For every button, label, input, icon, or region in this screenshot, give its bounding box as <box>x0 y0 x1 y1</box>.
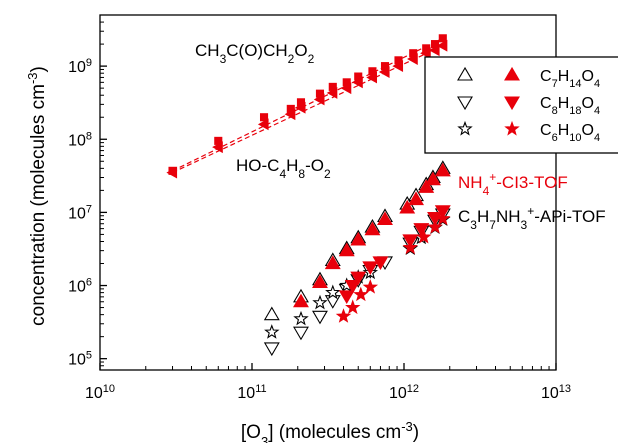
data-point-s1-7 <box>340 82 352 95</box>
x-tick-label: 1011 <box>237 383 266 402</box>
annotation-ho-c4h8-o2: HO-C4H8-O2 <box>236 156 331 181</box>
annotation-c3h7nh3-api-tof: C3H7NH3+-APi-TOF <box>458 204 606 232</box>
data-point-s1-1 <box>212 141 223 154</box>
legend-marker-filled-2 <box>504 120 520 136</box>
data-point-s1-12 <box>407 53 418 65</box>
x-tick-label: 1010 <box>85 383 115 402</box>
legend-marker-filled-0 <box>504 66 520 81</box>
data-point-s1-4 <box>294 101 306 114</box>
data-point-s2-2 <box>324 255 341 270</box>
data-point-s1-14 <box>428 44 440 57</box>
data-point-s4-5 <box>416 229 432 244</box>
data-point-s2-1 <box>312 274 328 289</box>
data-point-s6-1 <box>293 326 309 341</box>
data-point-s2-11 <box>434 162 451 177</box>
data-point-s4-2 <box>353 286 369 302</box>
data-point-s2-7 <box>399 199 416 214</box>
legend-marker-filled-1 <box>504 96 520 111</box>
legend-marker-open-0 <box>457 66 473 81</box>
data-point-s2-4 <box>350 231 367 246</box>
data-point-s1-8 <box>352 76 363 89</box>
plot-frame <box>99 14 557 371</box>
data-point-s1-13 <box>420 47 431 60</box>
legend-marker-open-1 <box>457 96 473 111</box>
data-point-s1-15 <box>436 39 448 52</box>
data-point-s6-3 <box>324 295 341 309</box>
x-axis-label: [O3] (molecules cm-3) <box>241 419 419 443</box>
data-point-s7-1 <box>293 310 309 326</box>
data-point-s2-6 <box>377 211 393 226</box>
axis-layer: 1010 1011 1012 1013 105 106 107 108 109 <box>68 14 571 402</box>
data-point-s1-5 <box>313 93 325 106</box>
data-point-s2-9 <box>418 179 435 193</box>
data-point-s4-4 <box>402 239 419 255</box>
data-point-s0-15 <box>438 34 447 43</box>
data-point-s4-1 <box>345 299 361 315</box>
data-point-s3-3 <box>362 261 379 275</box>
data-point-s4-0 <box>335 308 352 323</box>
x-tick-label: 1013 <box>541 383 571 402</box>
data-point-s4-7 <box>435 210 451 226</box>
y-axis-label: concentration (molecules cm-3) <box>25 66 50 326</box>
data-point-s1-9 <box>366 71 377 84</box>
data-point-s1-6 <box>326 86 338 99</box>
data-point-s3-1 <box>344 279 361 294</box>
data-point-s2-0 <box>293 293 309 308</box>
data-layer <box>166 34 451 357</box>
legend-marker-open-2 <box>457 120 473 136</box>
y-tick-label: 105 <box>68 350 92 369</box>
data-point-s6-2 <box>312 310 328 325</box>
annotation-ch3coch2o2: CH3C(O)CH2O2 <box>195 41 315 66</box>
data-point-s5-0 <box>263 306 280 321</box>
data-point-s1-0 <box>166 166 178 179</box>
x-tick-label: 1012 <box>389 383 419 402</box>
annotation-nh4-ci3-tof: NH4+-CI3-TOF <box>458 170 568 198</box>
y-tick-label: 107 <box>68 203 92 222</box>
legend-box <box>424 56 618 154</box>
data-point-s3-4 <box>372 256 389 271</box>
data-point-s7-3 <box>325 284 341 300</box>
data-point-s4-3 <box>362 279 379 294</box>
data-point-s0-2 <box>259 113 269 122</box>
data-point-s4-6 <box>427 219 443 234</box>
y-tick-label: 108 <box>68 130 92 149</box>
y-tick-label: 109 <box>68 57 92 76</box>
data-point-s3-6 <box>413 223 430 237</box>
data-point-s1-3 <box>284 108 296 121</box>
y-tick-label: 106 <box>68 277 92 296</box>
data-point-s1-11 <box>392 60 404 73</box>
legend <box>457 66 520 136</box>
data-point-s3-2 <box>350 271 367 286</box>
data-point-s1-2 <box>257 118 269 131</box>
data-point-s2-8 <box>408 191 424 206</box>
data-point-s6-0 <box>263 342 280 357</box>
data-point-s2-3 <box>338 242 355 257</box>
data-point-s7-0 <box>264 324 280 339</box>
data-point-s7-2 <box>312 294 328 310</box>
data-point-s1-10 <box>378 66 390 78</box>
data-point-s3-0 <box>338 290 355 305</box>
data-point-s2-5 <box>364 221 381 236</box>
data-point-s2-10 <box>424 171 441 186</box>
